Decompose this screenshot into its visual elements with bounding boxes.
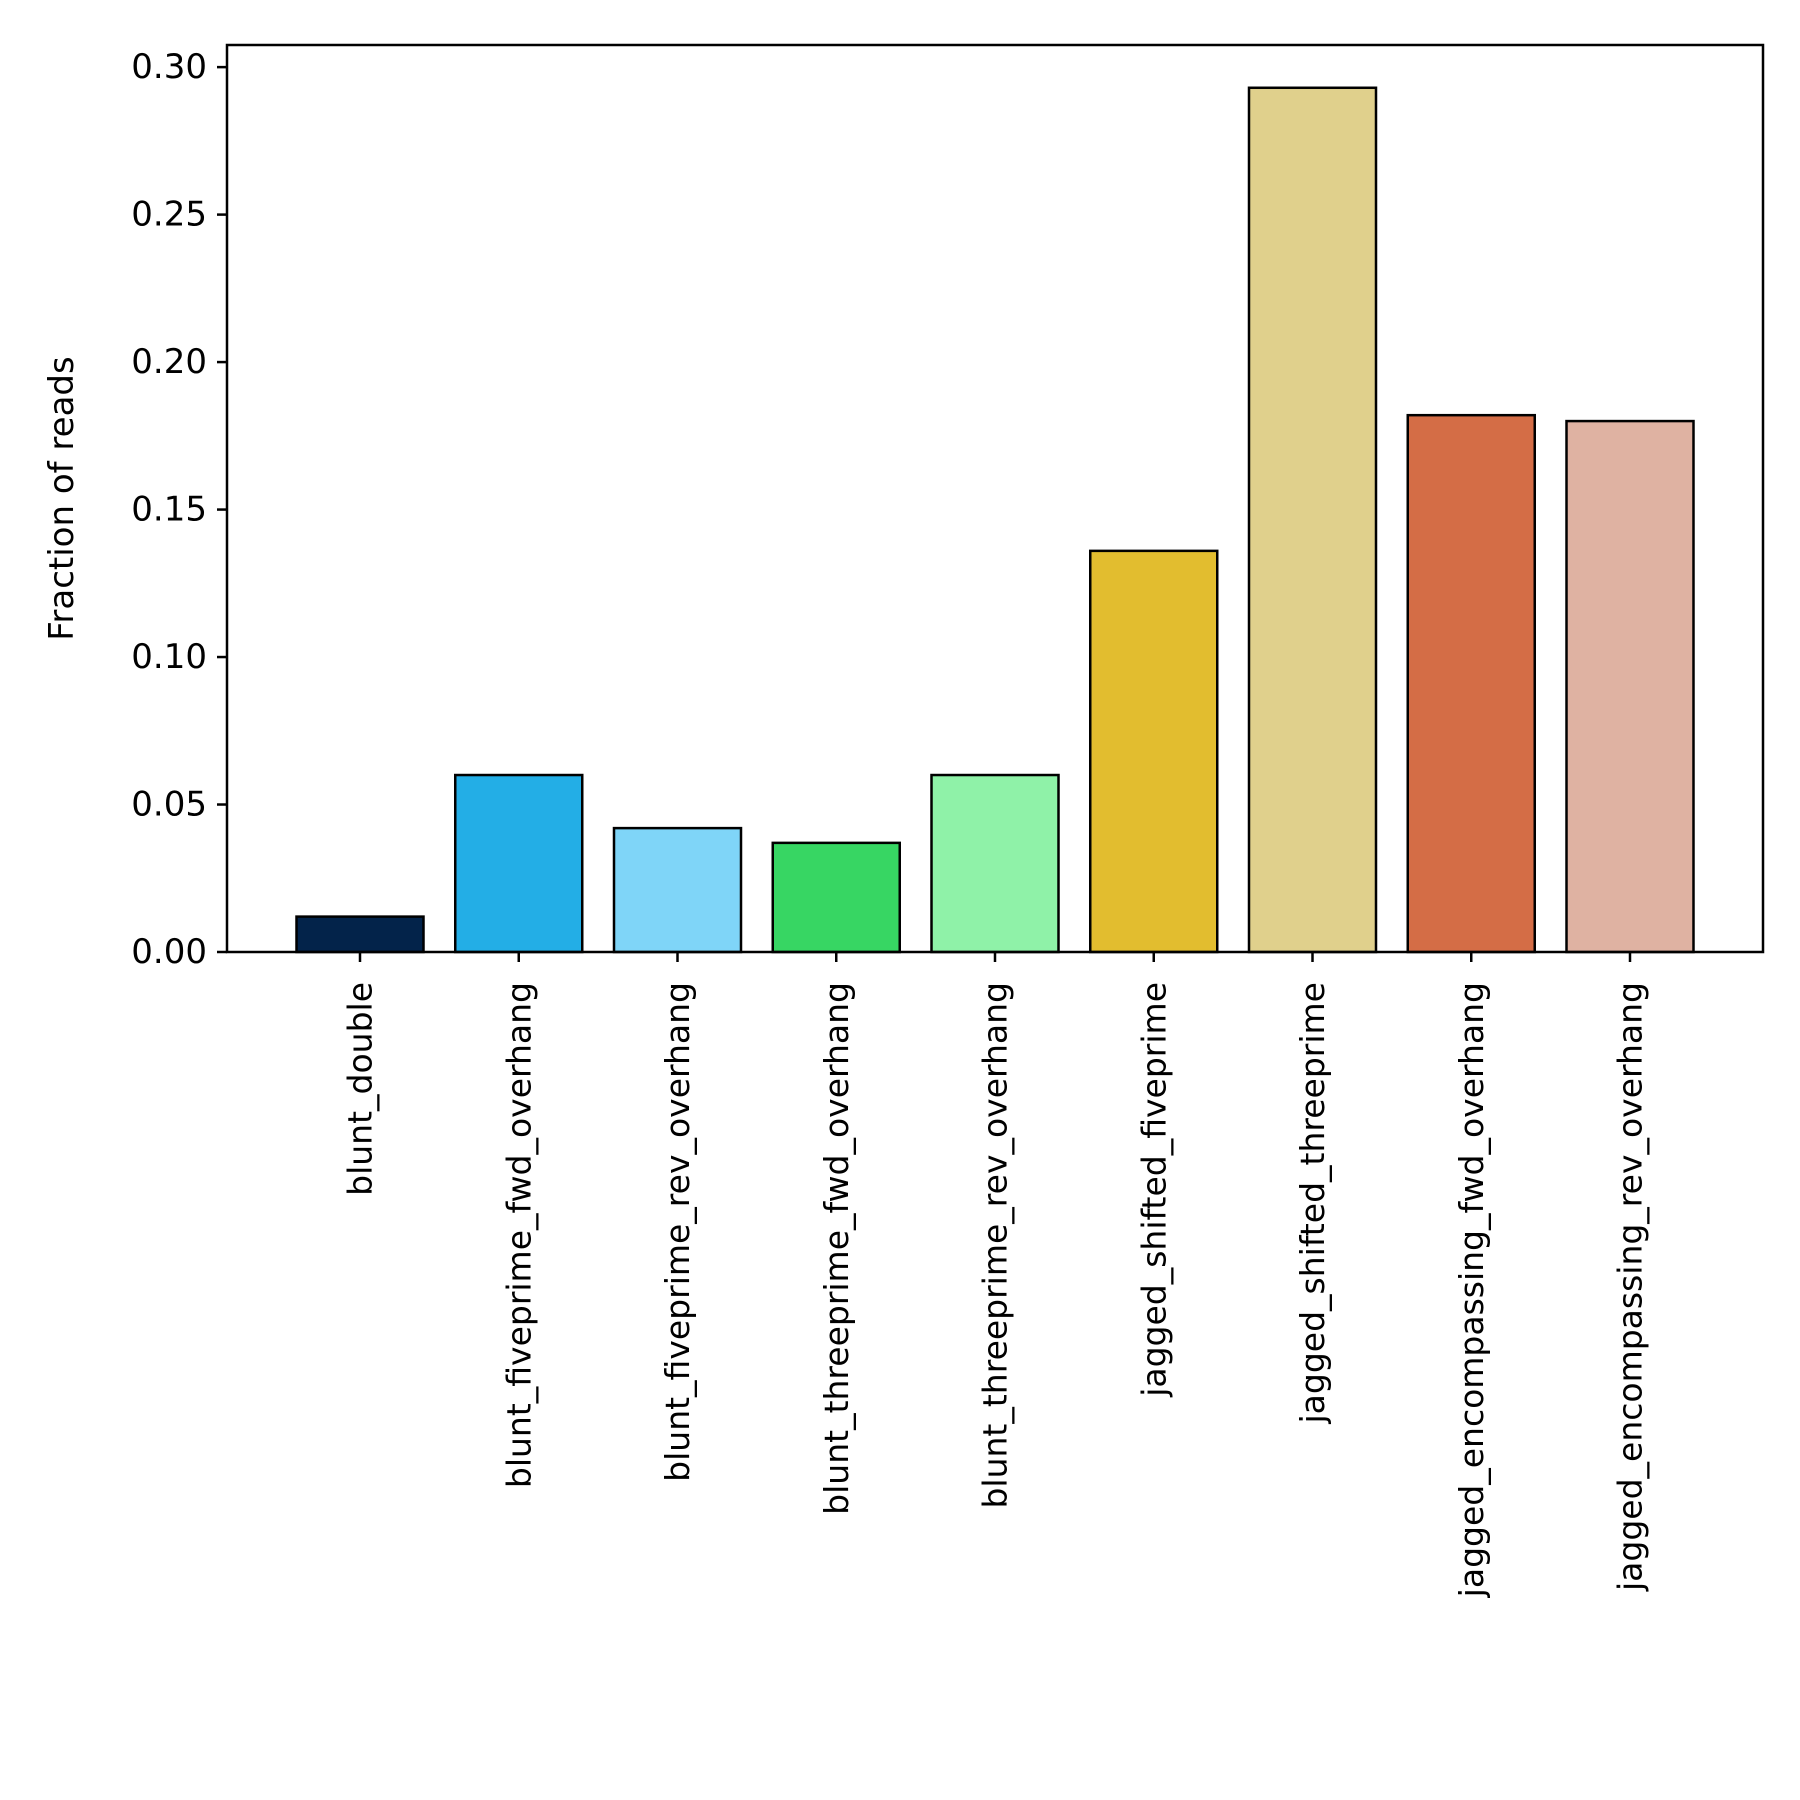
x-tick-label: blunt_double (341, 982, 380, 1196)
x-tick-label: blunt_threeprime_fwd_overhang (817, 982, 856, 1515)
x-tick-label: blunt_fiveprime_fwd_overhang (499, 982, 538, 1488)
y-axis-title: Fraction of reads (42, 356, 82, 640)
x-tick-label: jagged_encompassing_fwd_overhang (1452, 982, 1491, 1598)
bar-jagged_shifted_threeprime (1247, 86, 1378, 954)
x-tick-label: blunt_threeprime_rev_overhang (976, 982, 1015, 1509)
y-tick-label: 0.00 (131, 932, 207, 972)
y-tick-label: 0.10 (131, 637, 207, 677)
bar-blunt_fiveprime_fwd_overhang (454, 773, 584, 954)
y-tick-label: 0.20 (131, 342, 207, 382)
bar-blunt_threeprime_fwd_overhang (771, 841, 901, 954)
x-tick-label: jagged_shifted_threeprime (1293, 982, 1332, 1424)
y-axis: 0.00 0.05 0.10 0.15 0.20 0.25 0.30 (131, 47, 227, 972)
bar-blunt_double (295, 915, 425, 954)
bar-blunt_fiveprime_rev_overhang (612, 826, 743, 954)
bar-jagged_encompassing_fwd_overhang (1406, 413, 1536, 954)
y-tick-label: 0.25 (131, 195, 207, 235)
bar-blunt_threeprime_rev_overhang (930, 773, 1060, 954)
y-tick-label: 0.05 (131, 785, 207, 825)
x-axis: blunt_double blunt_fiveprime_fwd_overhang… (341, 952, 1650, 1598)
x-tick-label: jagged_encompassing_rev_overhang (1611, 982, 1650, 1592)
x-tick-label: blunt_fiveprime_rev_overhang (658, 982, 697, 1482)
y-tick-label: 0.15 (131, 490, 207, 530)
y-tick-label: 0.30 (131, 47, 207, 87)
bar-jagged_encompassing_rev_overhang (1565, 419, 1695, 954)
x-tick-label: jagged_shifted_fiveprime (1134, 982, 1173, 1398)
bars-layer (295, 86, 1695, 954)
bar-jagged_shifted_fiveprime (1089, 549, 1219, 954)
